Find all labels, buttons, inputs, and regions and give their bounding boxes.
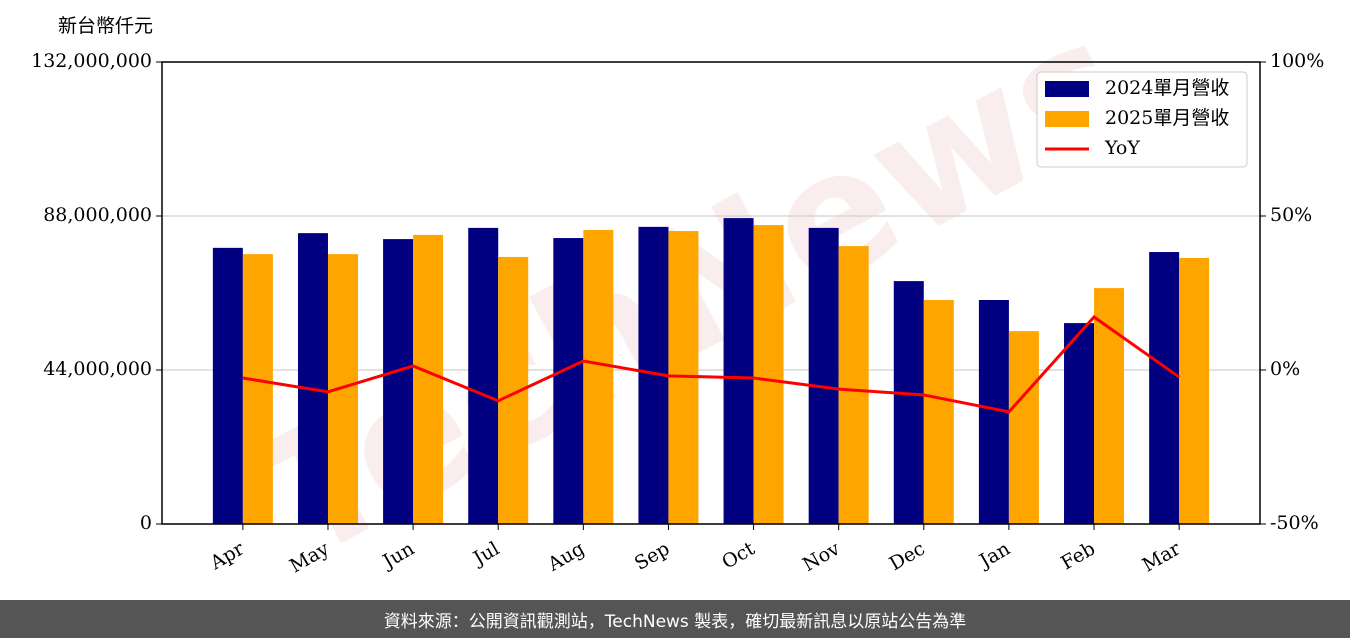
x-tick-label: Oct xyxy=(718,537,759,573)
x-tick-label: Sep xyxy=(631,538,674,575)
y-tick-label: 132,000,000 xyxy=(31,50,152,72)
y-tick-label: 0 xyxy=(140,512,152,534)
bar xyxy=(212,247,243,524)
x-tick-label: Aug xyxy=(543,538,588,577)
bar xyxy=(1149,252,1180,525)
y-tick-label: 88,000,000 xyxy=(43,204,152,226)
x-tick-label: Feb xyxy=(1057,538,1099,575)
chart: 新台幣仟元 TechNews 044,000,00088,000,000132,… xyxy=(31,0,1324,599)
y2-tick-label: -50% xyxy=(1270,512,1319,534)
legend-label: 2024單月營收 xyxy=(1105,77,1229,99)
x-tick-label: Jan xyxy=(974,538,1014,574)
x-tick-label: Apr xyxy=(206,537,249,574)
bar xyxy=(838,246,869,524)
legend-swatch xyxy=(1045,111,1089,127)
footer: 資料來源：公開資訊觀測站，TechNews 製表，確切最新訊息以原站公告為準 xyxy=(0,600,1350,638)
legend-label: 2025單月營收 xyxy=(1105,107,1229,129)
bar xyxy=(583,230,614,524)
bar xyxy=(468,227,499,524)
bar xyxy=(923,300,954,524)
bar xyxy=(753,225,784,524)
bar xyxy=(808,227,839,524)
bar xyxy=(297,233,328,524)
x-tick-label: Nov xyxy=(799,537,844,576)
bar xyxy=(383,239,414,524)
bar xyxy=(723,218,754,524)
legend-label: YoY xyxy=(1104,137,1140,159)
x-tick-label: Mar xyxy=(1139,537,1185,576)
legend-swatch xyxy=(1045,81,1089,97)
line xyxy=(242,315,1181,414)
x-tick-label: Dec xyxy=(886,538,929,576)
y2-tick-label: 100% xyxy=(1270,50,1324,72)
plot-frame xyxy=(161,61,1261,525)
y-axis-label: 新台幣仟元 xyxy=(58,15,153,37)
bar xyxy=(1179,258,1210,524)
bar xyxy=(1064,323,1095,524)
bar xyxy=(553,238,584,525)
y-tick-label: 44,000,000 xyxy=(43,358,152,380)
bar xyxy=(1094,288,1125,524)
bar xyxy=(893,281,924,524)
legend-box xyxy=(1036,71,1248,168)
y2-tick-label: 0% xyxy=(1270,358,1300,380)
x-tick-label: Jul xyxy=(468,538,503,571)
bar xyxy=(413,234,444,524)
bar xyxy=(1008,331,1039,524)
y2-tick-label: 50% xyxy=(1270,204,1312,226)
bar xyxy=(242,254,273,524)
